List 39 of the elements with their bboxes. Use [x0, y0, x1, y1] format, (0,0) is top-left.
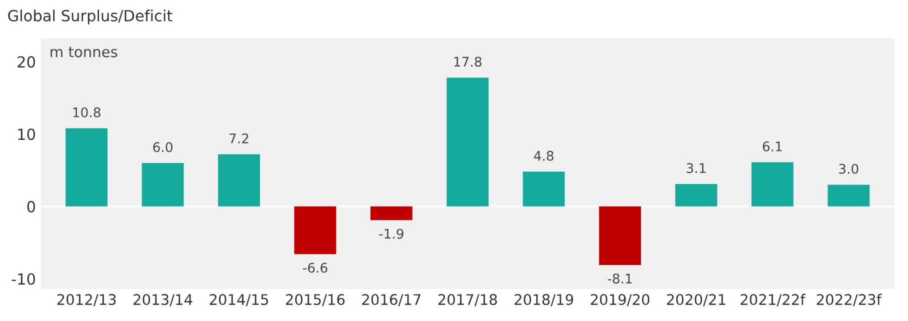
data-label: -8.1: [608, 274, 632, 284]
bar: [142, 162, 184, 206]
bar: [751, 162, 794, 206]
x-tick-label: 2013/14: [134, 294, 192, 306]
data-label: -6.6: [302, 262, 328, 273]
data-label: 17.8: [454, 56, 482, 67]
data-label: 3.1: [686, 163, 706, 174]
data-label: 10.8: [73, 107, 100, 118]
bar: [218, 154, 260, 206]
chart-title: Global Surplus/Deficit: [8, 10, 172, 24]
data-label: 4.8: [534, 150, 554, 161]
y-tick-label: 10: [18, 128, 35, 140]
data-label: 7.2: [230, 133, 248, 144]
data-label: 6.0: [153, 142, 172, 152]
x-tick-label: 2017/18: [438, 294, 497, 306]
bar: [294, 206, 336, 254]
x-tick-label: 2018/19: [514, 294, 574, 306]
x-tick-label: 2020/21: [667, 294, 726, 306]
x-tick-label: 2021/22f: [740, 294, 806, 306]
data-label: -1.9: [379, 228, 404, 239]
x-tick-label: 2019/20: [590, 294, 650, 306]
x-tick-label: 2012/13: [57, 294, 116, 306]
bar: [522, 172, 565, 206]
bar: [828, 184, 870, 206]
x-tick-label: 2016/17: [362, 294, 420, 306]
bar: [675, 184, 718, 206]
data-label: 6.1: [762, 141, 782, 152]
data-label: 3.0: [839, 164, 858, 174]
bar: [599, 206, 641, 266]
x-tick-label: 2014/15: [210, 294, 268, 306]
bar: [446, 78, 489, 206]
y-tick-label: 20: [18, 56, 35, 68]
x-tick-label: 2022/23f: [816, 294, 882, 306]
y-axis-title: m tonnes: [50, 46, 118, 58]
bar: [66, 128, 108, 206]
bar: [370, 206, 412, 220]
y-tick-label: -10: [12, 273, 35, 285]
y-tick-label: 0: [27, 200, 35, 212]
x-tick-label: 2015/16: [286, 294, 345, 306]
